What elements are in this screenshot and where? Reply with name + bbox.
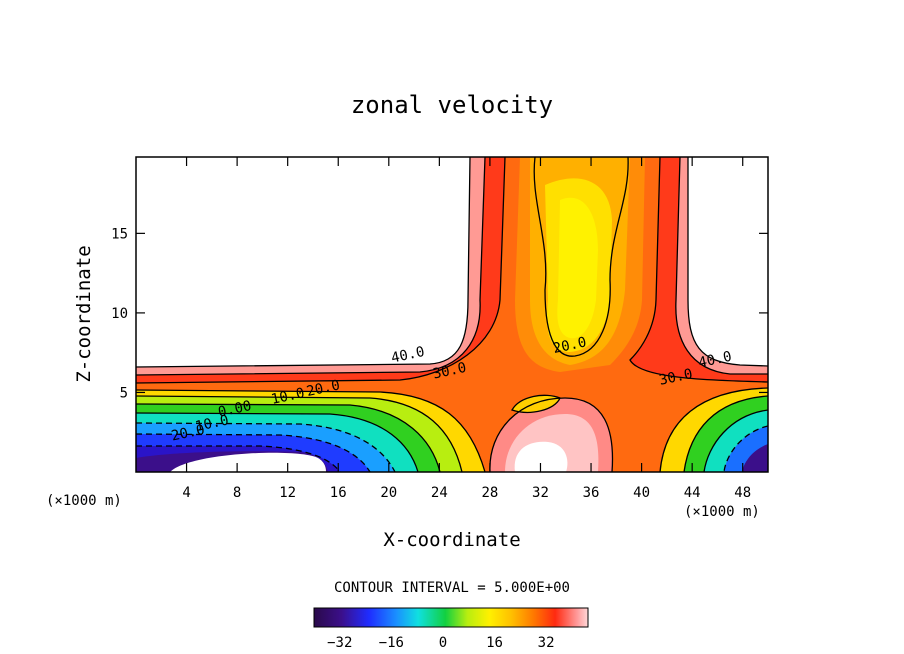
contour-label: 30.0 — [432, 360, 468, 383]
y-axis-ticks: 5 10 15 — [111, 226, 768, 401]
contour-label: 20.0 — [170, 422, 206, 445]
x-tick-label: 48 — [734, 485, 751, 501]
colorbar-tick-label: 16 — [486, 635, 503, 651]
x-tick-label: 28 — [481, 485, 498, 501]
contour-label: 30.0 — [658, 366, 694, 389]
contour-label: 10.0 — [270, 385, 306, 408]
x-tick-label: 44 — [684, 485, 701, 501]
x-tick-label: 8 — [233, 485, 241, 501]
y-tick-label: 10 — [111, 306, 128, 322]
x-axis-ticks: 4 8 12 16 20 24 28 32 36 40 44 48 — [182, 157, 751, 501]
blob-white — [514, 441, 568, 472]
plot-frame — [135, 156, 769, 473]
colorbar-tick-label: −16 — [379, 635, 404, 651]
x-unit-right: (×1000 m) — [684, 504, 760, 520]
colorbar-ticks: −32 −16 0 16 32 — [327, 635, 554, 651]
contour-fill — [136, 157, 768, 472]
colorbar — [313, 607, 589, 628]
x-tick-label: 12 — [279, 485, 296, 501]
x-tick-label: 32 — [532, 485, 549, 501]
contour-label: 10.0 — [194, 412, 230, 435]
colorbar-tick-label: 0 — [439, 635, 447, 651]
band-bright-yellow — [557, 197, 598, 339]
contour-interval-text: CONTOUR INTERVAL = 5.000E+00 — [334, 580, 570, 596]
y-tick-label: 15 — [111, 226, 128, 242]
contour-label: 40.0 — [390, 344, 426, 367]
contour-label: 20.0 — [552, 334, 588, 357]
core-white-left — [170, 452, 326, 472]
x-tick-label: 16 — [330, 485, 347, 501]
x-tick-label: 20 — [380, 485, 397, 501]
contour-label: 0.00 — [217, 398, 253, 421]
x-axis-label: X-coordinate — [383, 529, 520, 551]
contour-lines — [136, 157, 768, 472]
y-axis-label: Z-coordinate — [73, 245, 95, 382]
x-tick-label: 4 — [182, 485, 190, 501]
x-unit-left: (×1000 m) — [46, 493, 122, 509]
x-tick-label: 36 — [583, 485, 600, 501]
x-tick-label: 40 — [633, 485, 650, 501]
colorbar-tick-label: −32 — [327, 635, 352, 651]
x-tick-label: 24 — [431, 485, 448, 501]
contour-label: 20.0 — [305, 377, 341, 400]
y-tick-label: 5 — [120, 385, 128, 401]
contour-label: 40.0 — [697, 349, 733, 372]
chart-title: zonal velocity — [351, 91, 553, 119]
colorbar-tick-label: 32 — [538, 635, 555, 651]
band-right-purple — [742, 444, 768, 472]
